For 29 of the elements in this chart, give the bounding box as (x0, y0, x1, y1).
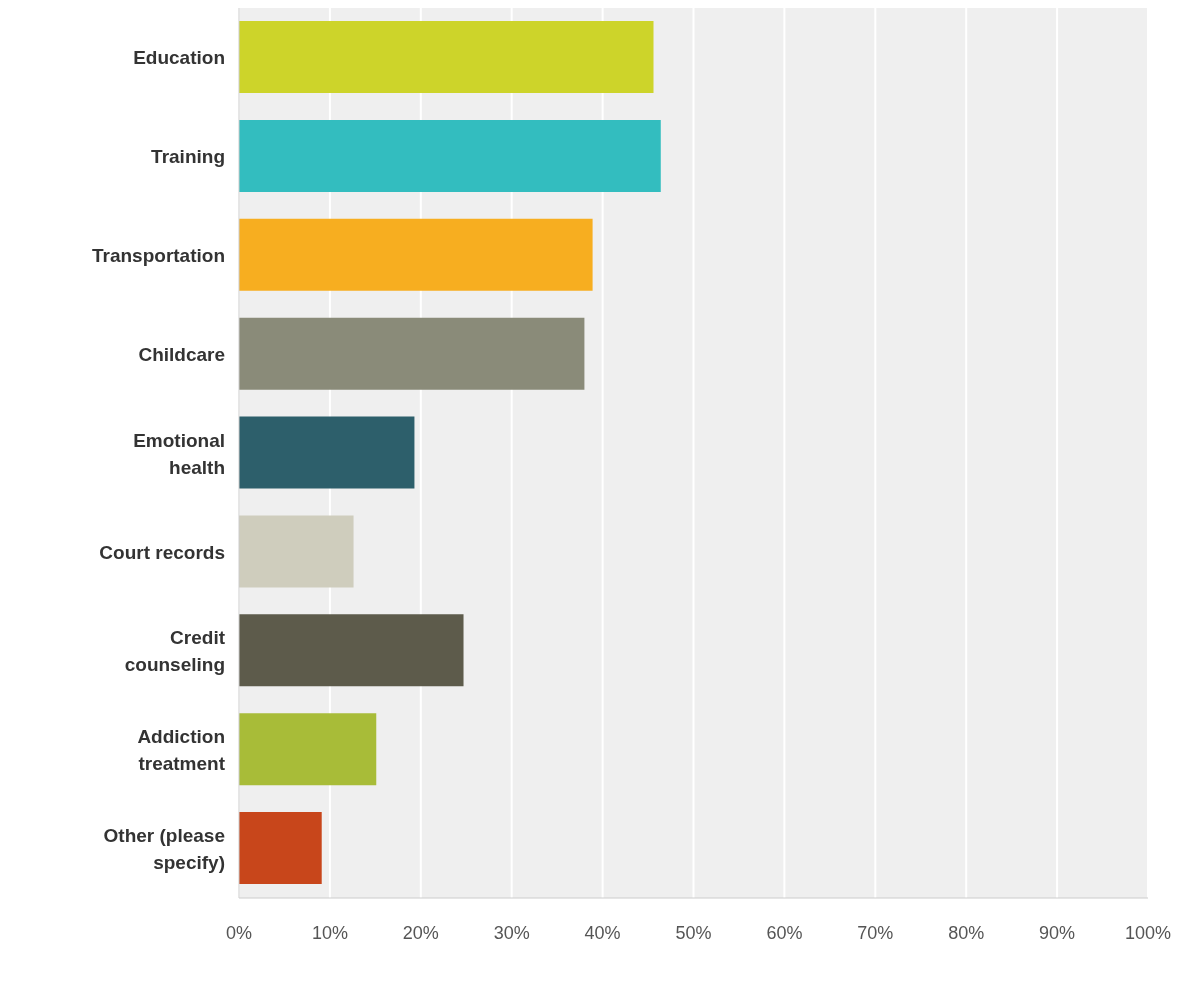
bar (239, 515, 354, 588)
bar (239, 713, 377, 786)
x-tick-label: 80% (948, 922, 985, 943)
bar (239, 21, 654, 93)
bar (239, 614, 464, 687)
x-tick-label: 60% (766, 922, 803, 943)
x-tick-label: 100% (1124, 922, 1172, 943)
y-tick-label: Education (133, 46, 225, 68)
bar (239, 317, 585, 390)
y-tick-label: Other (please specify) (103, 824, 225, 873)
y-tick-label: Emotional health (133, 429, 225, 477)
bar (239, 218, 593, 291)
x-tick-label: 20% (402, 922, 439, 943)
x-tick-label: 30% (493, 922, 530, 943)
x-tick-label: 10% (311, 922, 348, 943)
y-tick-label: Addiction treatment (137, 725, 226, 774)
bar (239, 119, 661, 192)
y-tick-label: Credit counseling (124, 626, 226, 675)
y-tick-label: Training (151, 145, 225, 167)
x-tick-label: 50% (675, 922, 712, 943)
x-tick-label: 90% (1039, 922, 1076, 943)
bar (239, 416, 415, 489)
y-tick-label: Court records (99, 541, 225, 563)
x-tick-label: 0% (225, 922, 253, 943)
y-tick-label: Transportation (91, 244, 225, 266)
y-tick-label: Childcare (138, 343, 225, 365)
x-tick-label: 40% (584, 922, 621, 943)
x-tick-label: 70% (857, 922, 894, 943)
bar (239, 812, 322, 885)
